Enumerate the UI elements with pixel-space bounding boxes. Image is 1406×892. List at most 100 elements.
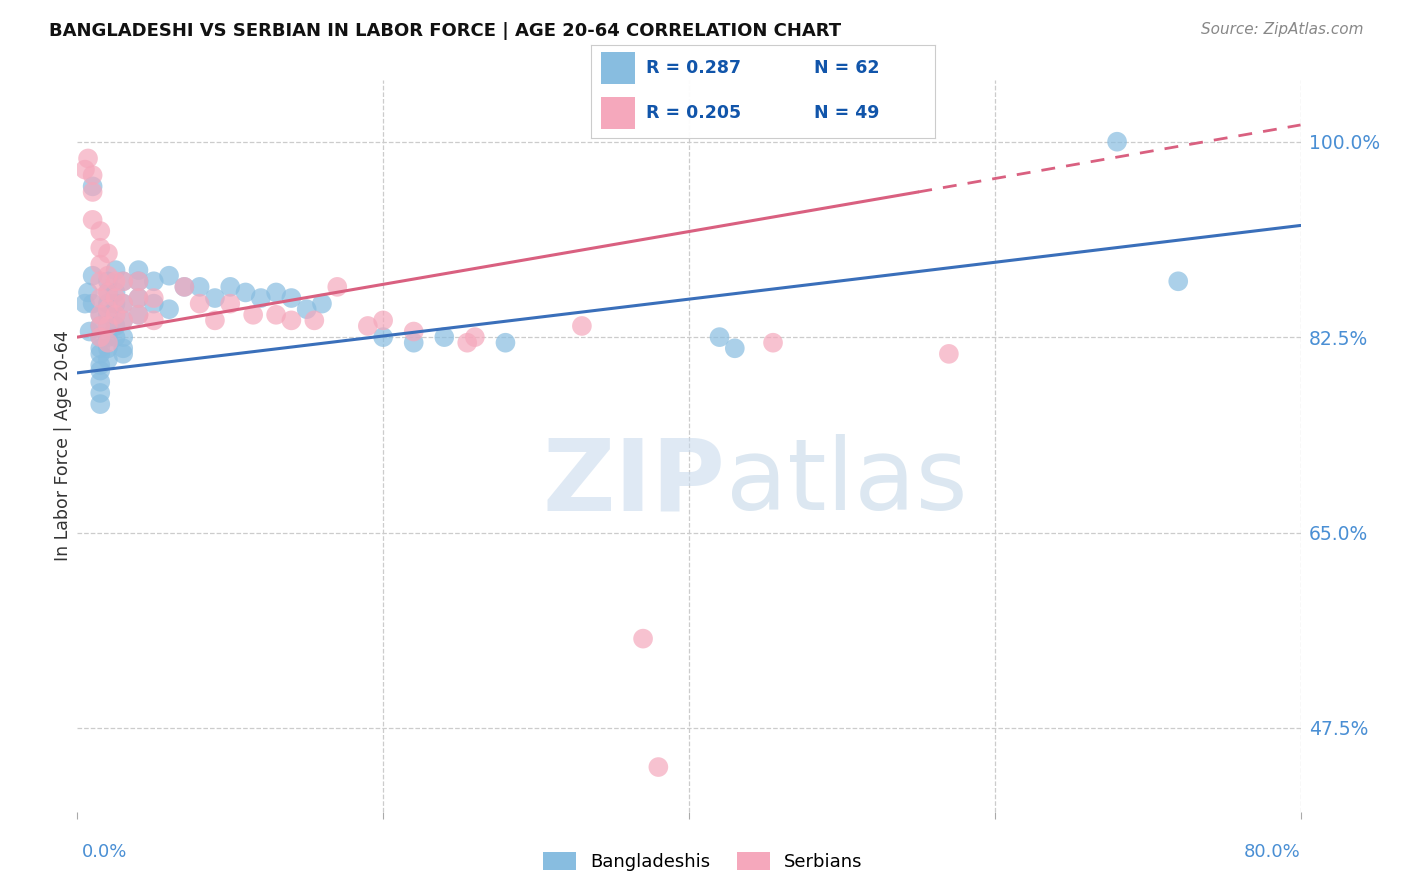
Point [104,285,127,300]
Point [128,263,150,277]
Point [433,330,456,344]
Point [104,274,127,288]
Point [402,335,425,350]
Point [250,291,273,305]
Point [157,268,180,283]
Point [112,296,135,310]
Point [104,318,127,333]
Point [295,302,318,317]
Text: ZIP: ZIP [543,434,725,531]
Point [89,224,111,238]
Point [97,302,120,317]
Point [89,258,111,272]
Point [104,308,127,322]
Point [647,760,669,774]
Point [173,280,195,294]
Point [264,308,287,322]
Point [142,291,165,305]
Text: BANGLADESHI VS SERBIAN IN LABOR FORCE | AGE 20-64 CORRELATION CHART: BANGLADESHI VS SERBIAN IN LABOR FORCE | … [49,22,841,40]
Point [73,296,96,310]
Text: R = 0.205: R = 0.205 [645,104,741,122]
Point [104,330,127,344]
Point [77,285,100,300]
Bar [600,52,636,84]
Y-axis label: In Labor Force | Age 20-64: In Labor Force | Age 20-64 [55,331,73,561]
Point [571,318,593,333]
Point [235,285,257,300]
Point [82,185,104,199]
Point [128,274,150,288]
Legend: Bangladeshis, Serbians: Bangladeshis, Serbians [536,845,870,879]
Point [89,318,111,333]
Point [82,268,104,283]
Point [128,308,150,322]
Point [89,291,111,305]
Point [204,291,226,305]
Point [104,296,127,310]
Point [128,274,150,288]
Point [97,318,120,333]
Point [1107,135,1129,149]
Point [242,308,264,322]
Point [456,335,478,350]
Bar [600,97,636,129]
Point [188,296,211,310]
Point [304,313,326,327]
Point [142,313,165,327]
Point [97,341,120,355]
Point [112,274,135,288]
Point [112,347,135,361]
Point [631,632,654,646]
Point [104,263,127,277]
Point [280,291,302,305]
Point [82,168,104,182]
Point [97,268,120,283]
Point [188,280,211,294]
Point [112,274,135,288]
Point [311,296,333,310]
Point [89,341,111,355]
Text: Source: ZipAtlas.com: Source: ZipAtlas.com [1201,22,1364,37]
Point [938,347,960,361]
Point [97,285,120,300]
Point [128,291,150,305]
Point [112,313,135,327]
Point [97,274,120,288]
Point [464,330,486,344]
Point [112,313,135,327]
Point [104,308,127,322]
Point [89,308,111,322]
Text: atlas: atlas [725,434,967,531]
Point [89,386,111,401]
Point [97,335,120,350]
Point [280,313,302,327]
Point [762,335,785,350]
Point [402,325,425,339]
Point [128,308,150,322]
Point [79,325,101,339]
Point [89,308,111,322]
Point [357,318,380,333]
Text: 0.0%: 0.0% [82,843,127,861]
Point [128,291,150,305]
Point [89,330,111,344]
Point [326,280,349,294]
Point [73,162,96,177]
Point [219,296,242,310]
Point [97,296,120,310]
Point [724,341,747,355]
Point [89,375,111,389]
Point [112,341,135,355]
Point [1167,274,1189,288]
Point [97,330,120,344]
Text: N = 62: N = 62 [814,59,880,77]
Point [82,296,104,310]
Point [89,318,111,333]
Point [97,318,120,333]
Point [89,274,111,288]
Text: N = 49: N = 49 [814,104,880,122]
Point [97,246,120,260]
Point [371,330,394,344]
Text: R = 0.287: R = 0.287 [645,59,741,77]
Point [97,285,120,300]
